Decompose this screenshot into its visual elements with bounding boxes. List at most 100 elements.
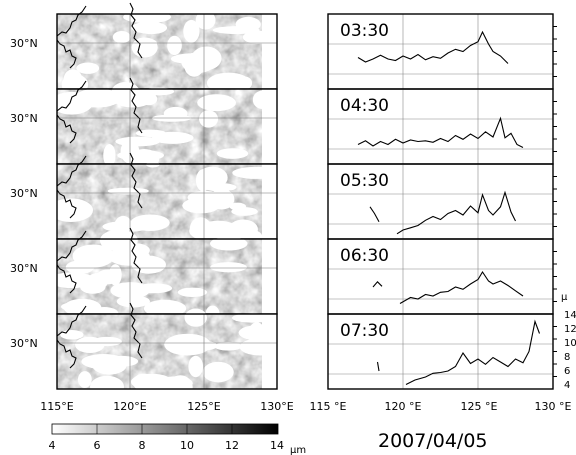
series-line bbox=[369, 206, 380, 223]
right-xtick-label: 120 °E bbox=[385, 400, 422, 413]
clear-sky-patch bbox=[108, 264, 122, 286]
lat-label: 30°N bbox=[10, 112, 38, 125]
clear-sky-patch bbox=[188, 355, 204, 378]
clear-sky-patch bbox=[131, 255, 166, 274]
map-panel: 30°N bbox=[10, 2, 278, 95]
clear-sky-patch bbox=[228, 219, 258, 240]
clear-region bbox=[262, 239, 277, 314]
series-line bbox=[405, 319, 541, 385]
left-xtick-label: 120°E bbox=[113, 400, 146, 413]
clear-region bbox=[262, 14, 277, 89]
clear-sky-patch bbox=[214, 342, 242, 351]
coastline bbox=[56, 77, 143, 144]
clear-sky-patch bbox=[131, 149, 150, 167]
left-xtick-label: 125°E bbox=[187, 400, 220, 413]
clear-sky-patch bbox=[89, 375, 125, 398]
coastline bbox=[56, 302, 143, 369]
clear-sky-patch bbox=[202, 361, 234, 383]
line-panels: 03:30 04:30 05:30 06:30 07:30 bbox=[327, 13, 557, 390]
clear-sky-patch bbox=[164, 333, 211, 356]
map-panel: 30°N bbox=[10, 302, 281, 399]
colorbar-tick-label: 4 bbox=[49, 439, 56, 452]
colorbar-tick-label: 6 bbox=[94, 439, 101, 452]
clear-sky-patch bbox=[103, 144, 116, 167]
clear-sky-patch bbox=[195, 10, 216, 30]
colorbar-tick-label: 10 bbox=[180, 439, 194, 452]
clear-sky-patch bbox=[210, 262, 247, 273]
right-xtick-label: 130 °E bbox=[535, 400, 572, 413]
clear-sky-patch bbox=[198, 341, 217, 351]
line-panel: 04:30 bbox=[327, 88, 557, 165]
line-panel: 05:30 bbox=[327, 163, 557, 240]
clear-sky-patch bbox=[182, 197, 220, 214]
right-axis-tick: 14 bbox=[564, 310, 576, 321]
time-label: 03:30 bbox=[340, 21, 389, 41]
clear-sky-patch bbox=[92, 336, 122, 347]
clear-sky-patch bbox=[177, 287, 208, 297]
map-panels: 30°N 30°N 30°N 30°N 30°N bbox=[10, 2, 281, 399]
right-xtick-label: 125 °E bbox=[461, 400, 498, 413]
clear-sky-patch bbox=[163, 106, 188, 121]
clear-sky-patch bbox=[115, 136, 160, 147]
clear-region bbox=[262, 89, 277, 164]
clear-sky-patch bbox=[107, 187, 149, 195]
series-line bbox=[372, 280, 383, 288]
right-axis-tick: 12 bbox=[564, 324, 576, 335]
right-axis-tick: 10 bbox=[564, 338, 576, 349]
right-axis-tick: 6 bbox=[564, 366, 570, 377]
colorbar-tick-label: 8 bbox=[139, 439, 146, 452]
time-label: 05:30 bbox=[340, 171, 389, 191]
clear-sky-patch bbox=[77, 371, 92, 388]
coastline bbox=[56, 227, 143, 294]
clear-region bbox=[262, 164, 277, 239]
clear-sky-patch bbox=[63, 298, 102, 317]
series-line bbox=[357, 116, 524, 148]
right-axis-tick: 4 bbox=[564, 380, 570, 391]
series-line bbox=[399, 270, 524, 304]
clear-sky-patch bbox=[212, 26, 260, 35]
time-label: 07:30 bbox=[340, 321, 389, 341]
colorbar-tick-label: 12 bbox=[225, 439, 239, 452]
map-panel: 30°N bbox=[10, 227, 278, 321]
clear-sky-patch bbox=[112, 30, 131, 44]
clear-sky-patch bbox=[123, 10, 172, 24]
clear-sky-patch bbox=[216, 148, 249, 159]
line-panel: 07:30 bbox=[327, 313, 557, 390]
clear-sky-patch bbox=[140, 92, 158, 106]
series-line bbox=[357, 30, 509, 64]
clear-sky-patch bbox=[74, 88, 121, 108]
clear-sky-patch bbox=[248, 322, 266, 346]
colorbar-tick-label: 14 bbox=[270, 439, 284, 452]
coastline bbox=[56, 152, 143, 219]
left-xtick-label: 130°E bbox=[260, 400, 293, 413]
clear-sky-patch bbox=[231, 207, 258, 216]
clear-sky-patch bbox=[197, 166, 228, 189]
right-axis-unit: μ bbox=[561, 292, 568, 303]
clear-sky-patch bbox=[197, 94, 237, 112]
colorbar-ticks bbox=[96, 424, 233, 434]
clear-sky-patch bbox=[60, 330, 84, 340]
clear-sky-patch bbox=[143, 299, 187, 318]
clear-sky-patch bbox=[167, 375, 193, 399]
clear-region bbox=[262, 314, 277, 389]
time-label: 04:30 bbox=[340, 96, 389, 116]
clear-sky-patch bbox=[184, 308, 207, 327]
clear-sky-patch bbox=[135, 21, 168, 35]
left-xtick-label: 115°E bbox=[40, 400, 73, 413]
colorbar bbox=[51, 423, 279, 435]
lat-label: 30°N bbox=[10, 187, 38, 200]
map-panel: 30°N bbox=[10, 77, 278, 169]
line-frame bbox=[327, 313, 554, 390]
line-panel: 03:30 bbox=[327, 13, 557, 90]
clear-sky-patch bbox=[199, 110, 219, 128]
lat-label: 30°N bbox=[10, 337, 38, 350]
clear-sky-patch bbox=[65, 260, 95, 274]
series-line bbox=[376, 361, 380, 372]
clear-sky-patch bbox=[86, 272, 109, 290]
date-label: 2007/04/05 bbox=[378, 430, 488, 452]
series-line bbox=[396, 190, 516, 235]
lat-label: 30°N bbox=[10, 37, 38, 50]
lat-label: 30°N bbox=[10, 262, 38, 275]
right-axis-tick: 8 bbox=[564, 352, 570, 363]
